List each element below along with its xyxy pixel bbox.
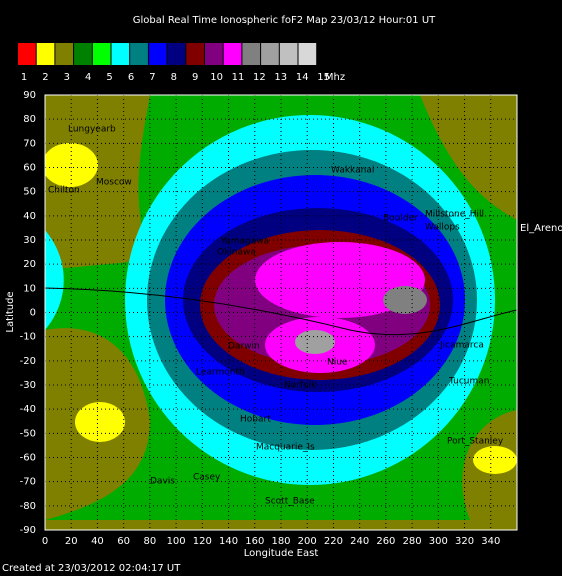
x-tick-label: 0 xyxy=(42,536,48,547)
station: Millstone_Hill xyxy=(425,210,484,220)
legend-label: 8 xyxy=(171,72,177,83)
x-tick-label: 160 xyxy=(245,536,264,547)
station: Norfolk xyxy=(284,381,317,391)
legend-swatch xyxy=(55,43,74,65)
station: Hobart xyxy=(240,415,271,425)
title: Global Real Time Ionospheric foF2 Map 23… xyxy=(133,15,436,26)
legend-label: 13 xyxy=(274,72,287,83)
station: Macquarie_Is xyxy=(256,443,315,453)
x-tick-label: 120 xyxy=(193,536,212,547)
legend-swatch xyxy=(298,43,317,65)
x-tick-label: 240 xyxy=(350,536,369,547)
station: Scott_Base xyxy=(265,497,315,507)
y-tick-label: -50 xyxy=(20,428,36,439)
station: Jicamarca xyxy=(439,341,484,351)
station: Casey xyxy=(193,473,221,483)
legend-swatch xyxy=(18,43,36,65)
legend-label: 2 xyxy=(42,72,48,83)
legend-swatch xyxy=(74,43,92,65)
y-tick-label: 20 xyxy=(23,259,36,270)
x-tick-label: 300 xyxy=(429,536,448,547)
legend-label: 7 xyxy=(149,72,155,83)
station: Tucuman xyxy=(448,377,489,387)
station: Davis xyxy=(150,477,175,487)
legend-label: 14 xyxy=(296,72,309,83)
y-tick-label: 60 xyxy=(23,163,36,174)
x-tick-label: 280 xyxy=(403,536,422,547)
legend-label: 11 xyxy=(232,72,245,83)
x-tick-label: 340 xyxy=(481,536,500,547)
y-tick-label: 10 xyxy=(23,283,36,294)
legend-swatch xyxy=(36,43,55,65)
station: Niue xyxy=(327,358,348,368)
x-axis-title: Longitude East xyxy=(244,548,319,559)
legend-swatch xyxy=(167,43,186,65)
station: Okinawa xyxy=(217,248,256,258)
legend-swatch xyxy=(186,43,204,65)
x-tick-label: 180 xyxy=(271,536,290,547)
legend-label: 15 xyxy=(317,72,330,83)
legend-label: 9 xyxy=(192,72,198,83)
legend-label: 12 xyxy=(253,72,266,83)
station: Yamagawa xyxy=(220,237,269,247)
station: Lungyearb xyxy=(68,125,116,135)
legend-label: 10 xyxy=(210,72,223,83)
y-tick-label: 90 xyxy=(23,90,36,101)
legend-swatch xyxy=(223,43,242,65)
station: Boulder xyxy=(383,214,418,224)
station: Port_Stanley xyxy=(447,437,504,447)
station: Wakkanai xyxy=(331,166,374,176)
legend-label: 5 xyxy=(106,72,112,83)
station: Chilton xyxy=(48,186,80,196)
legend-swatch xyxy=(279,43,298,65)
y-tick-label: 70 xyxy=(23,138,36,149)
legend-label: 1 xyxy=(21,72,27,83)
footer: Created at 23/03/2012 02:04:17 UT xyxy=(2,563,181,574)
legend-label: 3 xyxy=(64,72,70,83)
y-tick-label: -40 xyxy=(20,404,36,415)
station: Learmonth xyxy=(196,368,245,378)
y-tick-label: -20 xyxy=(20,356,36,367)
y-tick-label: 80 xyxy=(23,114,36,125)
y-tick-label: 50 xyxy=(23,187,36,198)
plot-frame xyxy=(44,94,518,531)
y-tick-label: -10 xyxy=(20,332,36,343)
y-tick-label: 30 xyxy=(23,235,36,246)
legend-label: 4 xyxy=(85,72,91,83)
station: El_Arenos xyxy=(520,223,562,234)
y-tick-label: -90 xyxy=(20,525,36,536)
legend-swatch xyxy=(261,43,279,65)
y-tick-label: -80 xyxy=(20,501,36,512)
legend-unit: Mhz xyxy=(325,72,345,83)
legend-swatch xyxy=(92,43,111,65)
stations: Lungyearb Moscow Chilton Wakkanai Yamaga… xyxy=(48,125,562,507)
y-tick-label: -60 xyxy=(20,453,36,464)
x-tick-label: 200 xyxy=(298,536,317,547)
legend-swatch xyxy=(148,43,167,65)
y-tick-label: 40 xyxy=(23,211,36,222)
station: Darwin xyxy=(228,342,260,352)
station: Moscow xyxy=(96,178,132,188)
legend-swatch xyxy=(205,43,223,65)
y-axis-title: Latitude xyxy=(5,291,16,332)
y-tick-label: -30 xyxy=(20,380,36,391)
x-tick-label: 80 xyxy=(144,536,157,547)
x-tick-label: 60 xyxy=(117,536,130,547)
legend-swatch xyxy=(130,43,148,65)
x-tick-label: 320 xyxy=(455,536,474,547)
x-tick-label: 20 xyxy=(65,536,78,547)
x-tick-label: 100 xyxy=(167,536,186,547)
x-tick-label: 260 xyxy=(376,536,395,547)
station: Wallops xyxy=(425,223,460,233)
x-tick-label: 140 xyxy=(219,536,238,547)
y-tick-label: 0 xyxy=(30,308,36,319)
legend-label: 6 xyxy=(128,72,134,83)
legend-swatch xyxy=(111,43,130,65)
x-tick-label: 220 xyxy=(324,536,343,547)
x-tick-label: 40 xyxy=(91,536,104,547)
y-tick-label: -70 xyxy=(20,477,36,488)
legend-swatch xyxy=(242,43,261,65)
